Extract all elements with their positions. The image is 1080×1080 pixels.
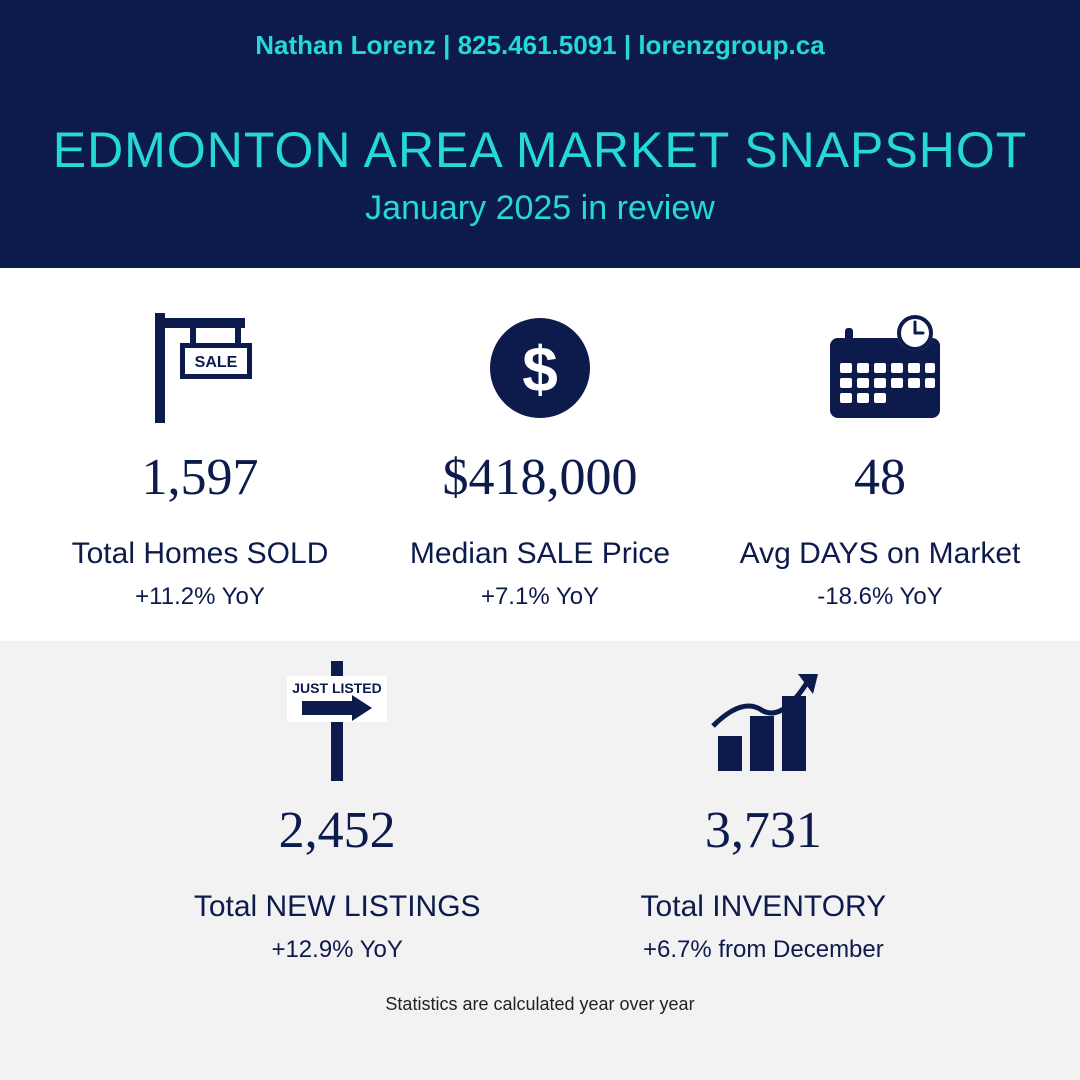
stat-days-on-market: 48 Avg DAYS on Market -18.6% YoY [710,308,1050,611]
calendar-clock-icon [710,308,1050,428]
stat-change: +12.9% YoY [194,936,481,964]
header: Nathan Lorenz | 825.461.5091 | lorenzgro… [0,0,1080,268]
page-subtitle: January 2025 in review [0,189,1080,228]
growth-chart-icon [641,661,887,781]
stat-label: Avg DAYS on Market [710,537,1050,571]
dollar-icon: $ [370,308,710,428]
stat-change: -18.6% YoY [710,583,1050,611]
sale-sign-icon: SALE [30,308,370,428]
stat-label: Median SALE Price [370,537,710,571]
stat-value: $418,000 [370,448,710,507]
contact-line: Nathan Lorenz | 825.461.5091 | lorenzgro… [0,30,1080,61]
stat-label: Total INVENTORY [641,890,887,924]
stat-value: 1,597 [30,448,370,507]
page-title: EDMONTON AREA MARKET SNAPSHOT [0,121,1080,179]
stats-row-2: JUST LISTED 2,452 Total NEW LISTINGS +12… [0,641,1080,984]
stat-homes-sold: SALE 1,597 Total Homes SOLD +11.2% YoY [30,308,370,611]
stat-change: +7.1% YoY [370,583,710,611]
svg-text:JUST LISTED: JUST LISTED [292,680,381,696]
footnote: Statistics are calculated year over year [0,984,1080,1035]
stat-new-listings: JUST LISTED 2,452 Total NEW LISTINGS +12… [194,661,481,964]
svg-text:SALE: SALE [195,354,238,371]
stat-change: +11.2% YoY [30,583,370,611]
svg-text:$: $ [522,333,558,405]
stats-row-1: SALE 1,597 Total Homes SOLD +11.2% YoY $… [0,268,1080,641]
stat-inventory: 3,731 Total INVENTORY +6.7% from Decembe… [641,661,887,964]
stat-label: Total Homes SOLD [30,537,370,571]
stat-value: 3,731 [641,801,887,860]
stat-value: 48 [710,448,1050,507]
stat-value: 2,452 [194,801,481,860]
stat-label: Total NEW LISTINGS [194,890,481,924]
stat-change: +6.7% from December [641,936,887,964]
stat-median-price: $ $418,000 Median SALE Price +7.1% YoY [370,308,710,611]
just-listed-icon: JUST LISTED [194,661,481,781]
